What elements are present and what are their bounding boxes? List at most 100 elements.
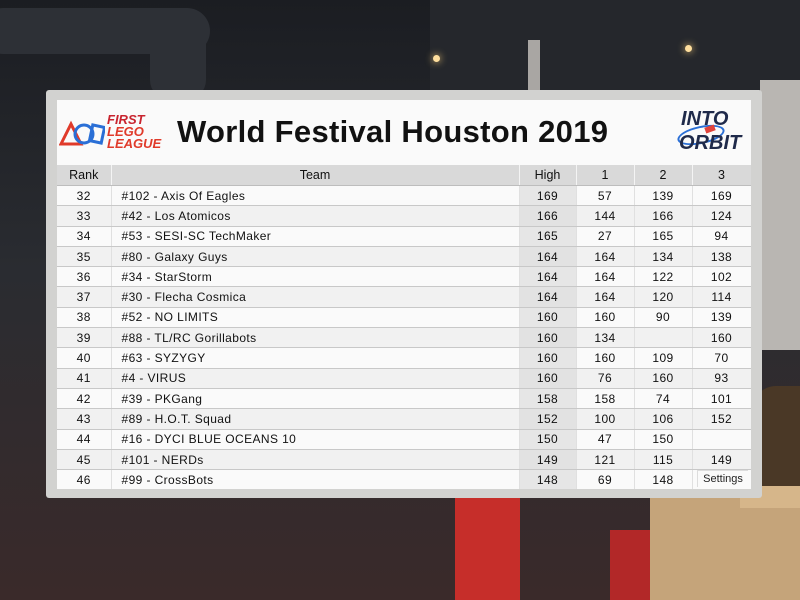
table-row: 41 #4 - VIRUS 160 76 160 93 (57, 368, 751, 389)
cell-round-1: 69 (576, 469, 635, 489)
cell-high: 148 (519, 469, 577, 489)
cell-rank: 32 (57, 185, 112, 207)
cell-team: #34 - StarStorm (111, 266, 520, 288)
table-row: 45 #101 - NERDs 149 121 115 149 (57, 449, 751, 471)
cell-round-2: 160 (634, 368, 693, 389)
cell-round-1: 164 (576, 266, 635, 288)
page-title: World Festival Houston 2019 (177, 114, 609, 149)
table-row: 46#99 - CrossBots1486914898 (57, 469, 751, 489)
ceiling-light (433, 55, 440, 62)
cell-round-3: 101 (692, 388, 751, 410)
cell-round-3: 114 (692, 286, 751, 308)
cell-high: 160 (519, 368, 577, 389)
cell-high: 158 (519, 388, 577, 410)
monitor: FIRST LEGO LEAGUE World Festival Houston… (46, 90, 762, 498)
table-row: 38 #52 - NO LIMITS 160 160 90 139 (57, 307, 751, 329)
cell-team: #88 - TL/RC Gorillabots (111, 327, 520, 349)
cell-round-1: 76 (576, 368, 635, 389)
cell-round-1: 121 (576, 449, 635, 471)
cell-round-1: 164 (576, 246, 635, 268)
scoreboard-header: FIRST LEGO LEAGUE World Festival Houston… (57, 100, 751, 164)
cell-round-1: 160 (576, 347, 635, 369)
cell-team: #63 - SYZYGY (111, 347, 520, 369)
cell-high: 149 (519, 449, 577, 471)
column-header-team[interactable]: Team (111, 165, 520, 186)
table-row: 44 #16 - DYCI BLUE OCEANS 10 150 47 150 (57, 429, 751, 450)
cell-rank: 44 (57, 429, 112, 450)
cell-team: #16 - DYCI BLUE OCEANS 10 (111, 429, 520, 450)
cell-high: 160 (519, 307, 577, 329)
cell-rank: 46 (57, 469, 112, 489)
scoreboard-screen: FIRST LEGO LEAGUE World Festival Houston… (57, 100, 751, 489)
cell-round-2: 120 (634, 286, 693, 308)
cell-round-1: 164 (576, 286, 635, 308)
cell-team: #52 - NO LIMITS (111, 307, 520, 329)
cell-round-2: 74 (634, 388, 693, 410)
cell-high: 150 (519, 429, 577, 450)
ceiling-light (685, 45, 692, 52)
cell-round-2: 148 (634, 469, 693, 489)
cell-rank: 40 (57, 347, 112, 369)
cell-round-3: 149 (692, 449, 751, 471)
table-row: 33 #42 - Los Atomicos 166 144 166 124 (57, 205, 751, 227)
column-header-high[interactable]: High (519, 165, 577, 186)
cell-high: 164 (519, 246, 577, 268)
cell-team: #39 - PKGang (111, 388, 520, 410)
cell-team: #30 - Flecha Cosmica (111, 286, 520, 308)
into-orbit-logo: INTO ORBIT (667, 106, 751, 160)
cell-high: 152 (519, 408, 577, 430)
table-row: 34 #53 - SESI-SC TechMaker 165 27 165 94 (57, 226, 751, 247)
back-wall (760, 80, 800, 350)
cell-round-1: 134 (576, 327, 635, 349)
cell-round-3: 139 (692, 307, 751, 329)
red-banner (455, 490, 520, 600)
cell-team: #80 - Galaxy Guys (111, 246, 520, 268)
cell-round-2: 165 (634, 226, 693, 247)
cell-rank: 39 (57, 327, 112, 349)
cell-round-1: 27 (576, 226, 635, 247)
fll-word-league: LEAGUE (107, 136, 162, 151)
cell-round-3: 94 (692, 226, 751, 247)
cell-rank: 33 (57, 205, 112, 227)
table-row: 36 #34 - StarStorm 164 164 122 102 (57, 266, 751, 288)
cell-round-3 (692, 429, 751, 450)
column-header-round-2[interactable]: 2 (634, 165, 693, 186)
cell-high: 160 (519, 327, 577, 349)
fll-word-lego: LEGO (107, 124, 144, 139)
table-row: 43 #89 - H.O.T. Squad 152 100 106 152 (57, 408, 751, 430)
cell-round-3: 169 (692, 185, 751, 207)
cell-team: #99 - CrossBots (111, 469, 520, 489)
cell-round-1: 100 (576, 408, 635, 430)
into-orbit-word-orbit: ORBIT (679, 132, 742, 154)
cell-round-1: 158 (576, 388, 635, 410)
cell-round-3: 124 (692, 205, 751, 227)
cell-rank: 36 (57, 266, 112, 288)
first-lego-league-logo: FIRST LEGO LEAGUE (59, 112, 162, 154)
cell-team: #53 - SESI-SC TechMaker (111, 226, 520, 247)
cell-team: #101 - NERDs (111, 449, 520, 471)
cell-round-2: 106 (634, 408, 693, 430)
column-header-round-1[interactable]: 1 (576, 165, 635, 186)
table-row: 39 #88 - TL/RC Gorillabots 160 134 160 (57, 327, 751, 349)
cell-round-3: 152 (692, 408, 751, 430)
cell-round-2: 109 (634, 347, 693, 369)
cell-team: #102 - Axis Of Eagles (111, 185, 520, 207)
cell-round-2 (634, 327, 693, 349)
column-header-rank[interactable]: Rank (57, 165, 112, 186)
cell-high: 165 (519, 226, 577, 247)
fll-word-first: FIRST (107, 112, 145, 127)
cell-rank: 34 (57, 226, 112, 247)
ceiling-pipe-elbow (150, 30, 206, 100)
cell-round-2: 122 (634, 266, 693, 288)
cell-round-1: 57 (576, 185, 635, 207)
cell-round-3: 93 (692, 368, 751, 389)
cell-round-2: 139 (634, 185, 693, 207)
settings-button[interactable]: Settings (697, 470, 748, 487)
cell-round-2: 90 (634, 307, 693, 329)
cell-team: #42 - Los Atomicos (111, 205, 520, 227)
cell-rank: 43 (57, 408, 112, 430)
ceiling (430, 0, 800, 90)
table-row: 42 #39 - PKGang 158 158 74 101 (57, 388, 751, 410)
cell-round-3: 138 (692, 246, 751, 268)
column-header-round-3[interactable]: 3 (692, 165, 751, 186)
